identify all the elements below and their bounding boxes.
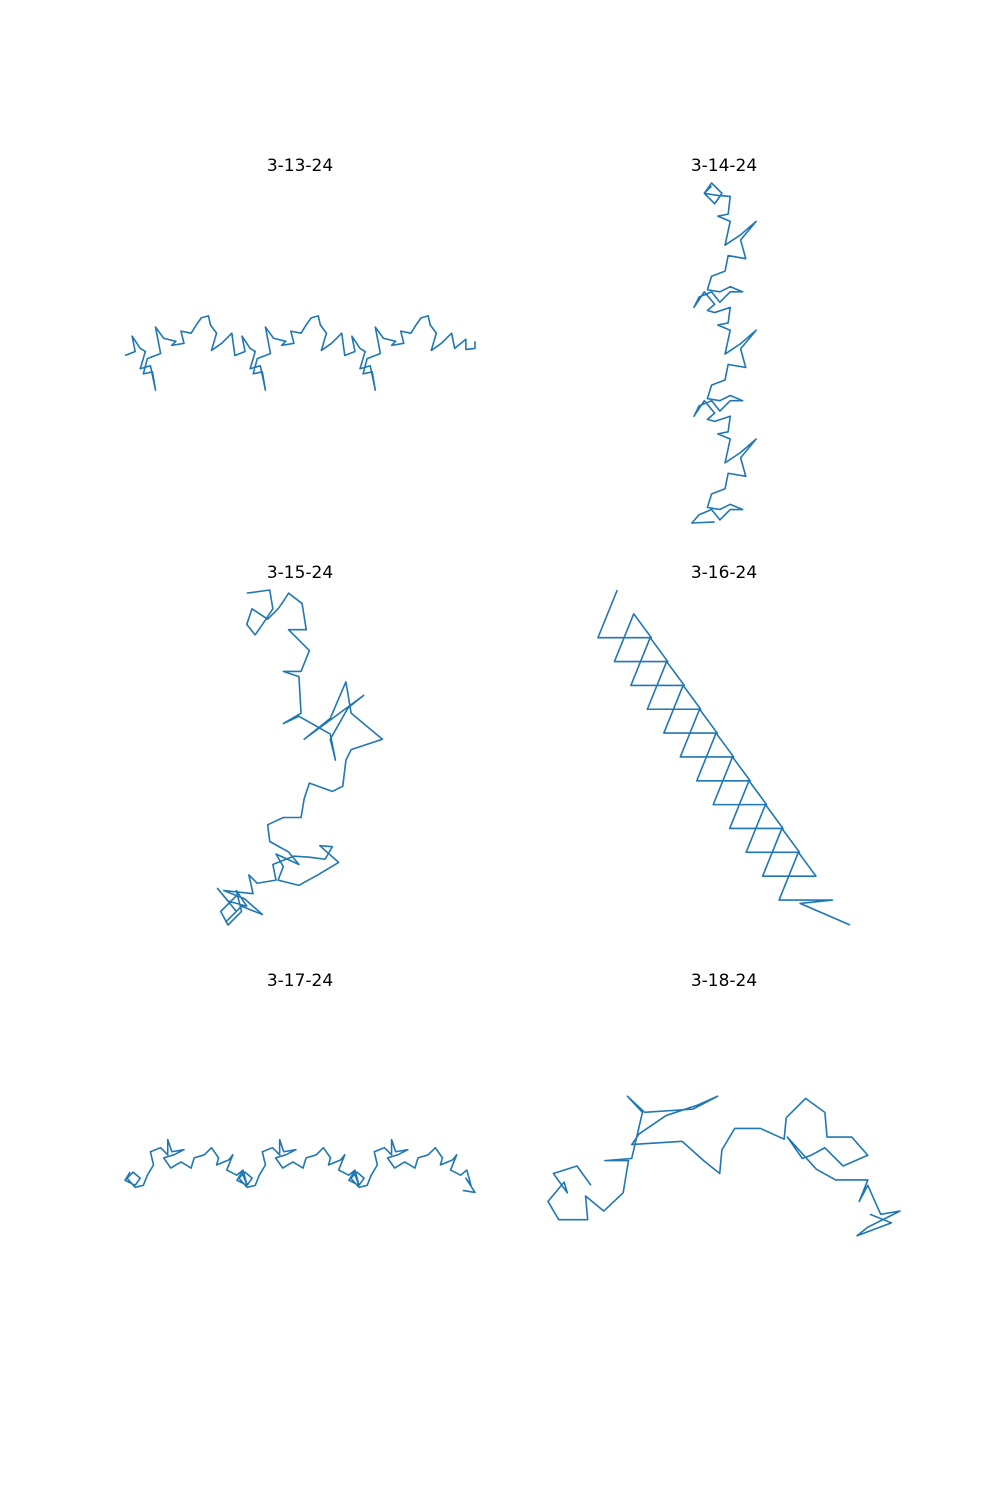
- subplot-title: 3-15-24: [267, 563, 333, 583]
- subplot-title: 3-13-24: [267, 156, 333, 176]
- line-series: [124, 1138, 476, 1194]
- subplot-title: 3-14-24: [691, 156, 757, 176]
- line-series: [216, 589, 384, 926]
- subplot-title: 3-16-24: [691, 563, 757, 583]
- line-series: [597, 589, 851, 926]
- line-series: [691, 182, 757, 524]
- line-series: [124, 315, 476, 391]
- line-series: [547, 1095, 901, 1237]
- subplot-title: 3-18-24: [691, 971, 757, 991]
- subplot-title: 3-17-24: [267, 971, 333, 991]
